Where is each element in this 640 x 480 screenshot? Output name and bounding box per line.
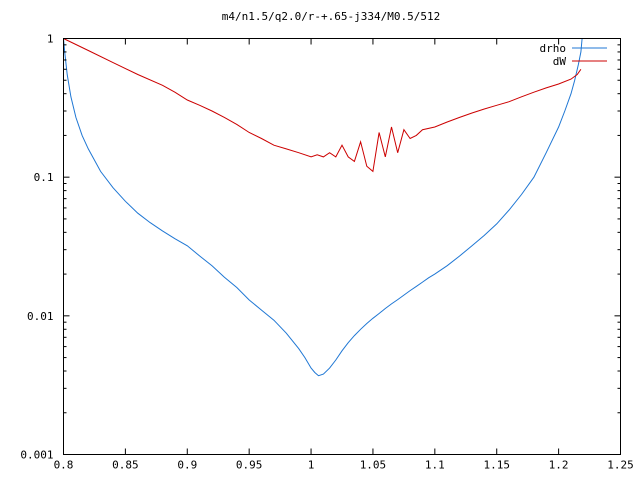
x-tick-label: 1.2	[549, 459, 569, 472]
y-tick-label: 0.1	[34, 171, 54, 184]
x-tick-label: 1.15	[483, 459, 510, 472]
series-layer	[63, 38, 583, 377]
x-tick-label: 1	[308, 459, 315, 472]
x-tick-label: 0.95	[236, 459, 263, 472]
y-tick-label: 1	[47, 33, 54, 46]
y-tick-label: 0.001	[20, 449, 53, 462]
x-tick-label: 0.85	[112, 459, 139, 472]
plot-frame	[63, 38, 621, 455]
legend-label-dW: dW	[553, 55, 567, 68]
legend-label-drho: drho	[540, 42, 567, 55]
series-line-drho	[63, 38, 583, 377]
x-tick-label: 0.9	[177, 459, 197, 472]
series-line-dW	[63, 38, 582, 173]
x-tick-label: 1.1	[425, 459, 445, 472]
x-tick-label: 1.05	[360, 459, 387, 472]
chart-title: m4/n1.5/q2.0/r-+.65-j334/M0.5/512	[222, 10, 441, 23]
y-axis: 0.001 0.01 0.1 1	[20, 33, 621, 462]
x-tick-label: 0.8	[54, 459, 74, 472]
x-axis: 0.8 0.85 0.9 0.95 1 1.05 1.1 1.15 1.2 1.25	[54, 38, 634, 472]
y-tick-label: 0.01	[27, 310, 54, 323]
x-tick-label: 1.25	[607, 459, 634, 472]
